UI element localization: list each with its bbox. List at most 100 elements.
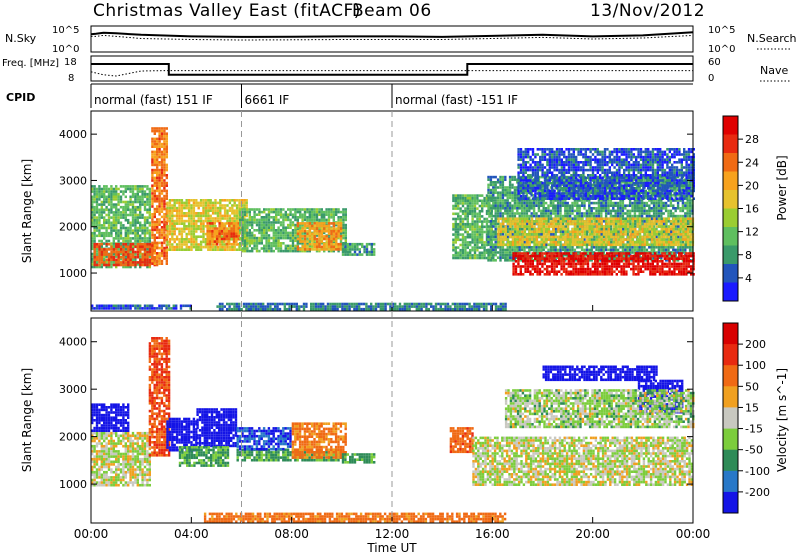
data-cell	[176, 246, 178, 249]
data-cell	[519, 202, 521, 205]
data-cell	[526, 215, 528, 218]
data-cell	[236, 220, 238, 223]
data-cell	[304, 238, 306, 241]
data-cell	[142, 253, 144, 256]
data-cell	[188, 212, 190, 215]
data-cell	[158, 151, 160, 154]
data-cell	[151, 229, 153, 232]
data-cell	[141, 190, 143, 193]
data-cell	[586, 249, 588, 252]
data-cell	[222, 207, 224, 210]
data-cell	[474, 236, 476, 239]
data-cell	[132, 232, 134, 235]
data-cell	[139, 229, 141, 232]
data-cell	[117, 196, 119, 199]
data-cell	[607, 210, 609, 213]
data-cell	[132, 224, 134, 227]
data-cell	[313, 208, 315, 211]
data-cell	[634, 215, 636, 218]
data-cell	[270, 211, 272, 214]
data-cell	[328, 243, 330, 246]
data-cell	[634, 210, 636, 213]
data-cell	[643, 212, 645, 215]
data-cell	[154, 182, 156, 185]
data-cell	[117, 198, 119, 201]
data-cell	[507, 212, 509, 215]
data-cell	[615, 204, 617, 207]
data-cell	[490, 236, 492, 239]
data-cell	[275, 213, 277, 216]
data-cell	[98, 193, 100, 196]
data-cell	[617, 249, 619, 252]
data-cell	[105, 185, 107, 188]
data-cell	[603, 204, 605, 207]
data-cell	[483, 244, 485, 247]
data-cell	[151, 156, 153, 159]
data-cell	[294, 234, 296, 237]
data-cell	[643, 207, 645, 210]
data-cell	[639, 212, 641, 215]
data-cell	[469, 226, 471, 229]
data-cell	[462, 205, 464, 208]
data-cell	[588, 210, 590, 213]
data-cell	[514, 202, 516, 205]
data-cell	[154, 158, 156, 161]
data-cell	[158, 229, 160, 232]
data-cell	[209, 240, 211, 243]
data-cell	[258, 221, 260, 224]
data-cell	[270, 245, 272, 248]
data-cell	[521, 212, 523, 215]
data-cell	[282, 221, 284, 224]
data-cell	[467, 207, 469, 210]
data-cell	[217, 212, 219, 215]
data-cell	[624, 207, 626, 210]
data-cell	[328, 222, 330, 225]
data-cell	[268, 224, 270, 227]
data-cell	[282, 229, 284, 232]
data-cell	[469, 233, 471, 236]
data-cell	[297, 225, 299, 228]
data-cell	[113, 219, 115, 222]
data-cell	[526, 212, 528, 215]
data-cell	[598, 212, 600, 215]
data-cell	[205, 199, 207, 202]
data-cell	[476, 257, 478, 260]
data-cell	[141, 188, 143, 191]
data-cell	[462, 223, 464, 226]
data-cell	[502, 256, 504, 259]
data-cell	[154, 242, 156, 245]
data-cell	[495, 251, 497, 254]
data-cell	[158, 208, 160, 211]
data-cell	[151, 174, 153, 177]
data-cell	[598, 202, 600, 205]
data-cell	[571, 246, 573, 249]
data-cell	[161, 145, 163, 148]
data-cell	[574, 217, 576, 220]
data-cell	[502, 199, 504, 202]
data-cell	[226, 204, 228, 207]
data-cell	[161, 179, 163, 182]
data-cell	[154, 169, 156, 172]
data-cell	[311, 233, 313, 236]
data-cell	[469, 249, 471, 252]
data-cell	[251, 221, 253, 224]
data-cell	[495, 241, 497, 244]
data-cell	[333, 233, 335, 236]
data-cell	[481, 246, 483, 249]
data-cell	[516, 202, 518, 205]
data-cell	[471, 239, 473, 242]
data-cell	[171, 248, 173, 251]
data-cell	[249, 224, 251, 227]
data-cell	[200, 230, 202, 233]
data-cell	[469, 241, 471, 244]
data-cell	[338, 222, 340, 225]
data-cell	[108, 201, 110, 204]
data-cell	[523, 204, 525, 207]
data-cell	[103, 248, 105, 251]
data-cell	[268, 245, 270, 248]
data-cell	[330, 222, 332, 225]
data-cell	[151, 205, 153, 208]
data-cell	[127, 237, 129, 240]
data-cell	[462, 249, 464, 252]
data-cell	[499, 259, 501, 262]
